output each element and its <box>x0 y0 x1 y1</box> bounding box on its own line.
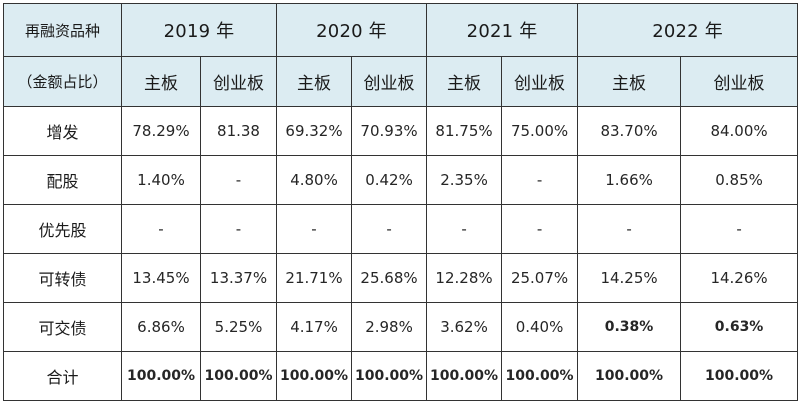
table-cell: 0.42% <box>351 155 428 205</box>
table-cell: 4.80% <box>276 155 353 205</box>
table-cell: 13.45% <box>121 253 201 303</box>
table-row-convertible: 可转债 13.45% 13.37% 21.71% 25.68% 12.28% 2… <box>3 253 799 303</box>
table-cell: 12.28% <box>426 253 503 303</box>
table-cell: - <box>351 204 428 254</box>
corner-label-bottom: （金额占比） <box>3 56 122 107</box>
table-cell: 14.26% <box>680 253 799 303</box>
table-cell: - <box>501 204 579 254</box>
sub-header-main-2021: 主板 <box>426 56 503 107</box>
sub-header-main-2020: 主板 <box>276 56 353 107</box>
table-row-preferred: 优先股 - - - - - - - - <box>3 204 799 254</box>
table-cell: 0.85% <box>680 155 799 205</box>
table-cell: 2.98% <box>351 302 428 352</box>
table-cell: 100.00% <box>199 351 278 401</box>
table-cell: 100.00% <box>577 351 682 401</box>
year-header-2022: 2022 年 <box>577 3 799 57</box>
table-cell: 70.93% <box>351 106 428 156</box>
sub-header-main-2019: 主板 <box>121 56 201 107</box>
row-label: 可交债 <box>3 302 122 352</box>
board-header-row: （金额占比） 主板 创业板 主板 创业板 主板 创业板 主板 创业板 <box>3 56 799 107</box>
sub-header-chinext-2022: 创业板 <box>680 56 799 107</box>
row-label: 增发 <box>3 106 122 156</box>
table-cell: - <box>577 204 682 254</box>
table-cell: 3.62% <box>426 302 503 352</box>
row-label: 合计 <box>3 351 122 401</box>
corner-label-top: 再融资品种 <box>3 3 122 57</box>
table-cell: 6.86% <box>121 302 201 352</box>
table-cell: 100.00% <box>276 351 353 401</box>
table-cell: 83.70% <box>577 106 682 156</box>
row-label: 可转债 <box>3 253 122 303</box>
table-cell: 100.00% <box>426 351 503 401</box>
table-cell: 21.71% <box>276 253 353 303</box>
table-cell: 13.37% <box>199 253 278 303</box>
year-header-2019: 2019 年 <box>120 3 278 57</box>
table-cell: 0.63% <box>680 302 799 352</box>
table-cell: 1.66% <box>577 155 682 205</box>
table-cell: - <box>501 155 579 205</box>
table-row-exchangeable: 可交债 6.86% 5.25% 4.17% 2.98% 3.62% 0.40% … <box>3 302 799 352</box>
table-cell: 100.00% <box>351 351 428 401</box>
table-cell: 100.00% <box>501 351 579 401</box>
year-header-row: 再融资品种 2019 年 2020 年 2021 年 2022 年 <box>3 3 799 57</box>
reinvestment-financing-table: 再融资品种 2019 年 2020 年 2021 年 2022 年 （金额占比）… <box>3 3 799 401</box>
table-cell: - <box>121 204 201 254</box>
year-header-2020: 2020 年 <box>276 3 428 57</box>
table-cell: - <box>276 204 353 254</box>
table-cell: - <box>199 204 278 254</box>
table-cell: 84.00% <box>680 106 799 156</box>
sub-header-chinext-2020: 创业板 <box>351 56 428 107</box>
table-cell: - <box>199 155 278 205</box>
sub-header-chinext-2019: 创业板 <box>199 56 278 107</box>
sub-header-main-2022: 主板 <box>577 56 682 107</box>
table-cell: 100.00% <box>680 351 799 401</box>
table-cell: 78.29% <box>121 106 201 156</box>
table-cell: 14.25% <box>577 253 682 303</box>
table-cell: 4.17% <box>276 302 353 352</box>
table-cell: 2.35% <box>426 155 503 205</box>
table-cell: 25.68% <box>351 253 428 303</box>
year-header-2021: 2021 年 <box>426 3 579 57</box>
table-cell: 81.38 <box>199 106 278 156</box>
table-cell: 100.00% <box>121 351 201 401</box>
table-row-seo: 增发 78.29% 81.38 69.32% 70.93% 81.75% 75.… <box>3 106 799 156</box>
row-label: 优先股 <box>3 204 122 254</box>
table-cell: 75.00% <box>501 106 579 156</box>
table-cell: 1.40% <box>121 155 201 205</box>
table-cell: 69.32% <box>276 106 353 156</box>
table-cell: - <box>680 204 799 254</box>
table-cell: 0.38% <box>577 302 682 352</box>
table-cell: - <box>426 204 503 254</box>
table-cell: 0.40% <box>501 302 579 352</box>
sub-header-chinext-2021: 创业板 <box>501 56 579 107</box>
table-cell: 25.07% <box>501 253 579 303</box>
table-row-rights-issue: 配股 1.40% - 4.80% 0.42% 2.35% - 1.66% 0.8… <box>3 155 799 205</box>
row-label: 配股 <box>3 155 122 205</box>
table-cell: 5.25% <box>199 302 278 352</box>
table-cell: 81.75% <box>426 106 503 156</box>
table-row-total: 合计 100.00% 100.00% 100.00% 100.00% 100.0… <box>3 351 799 401</box>
